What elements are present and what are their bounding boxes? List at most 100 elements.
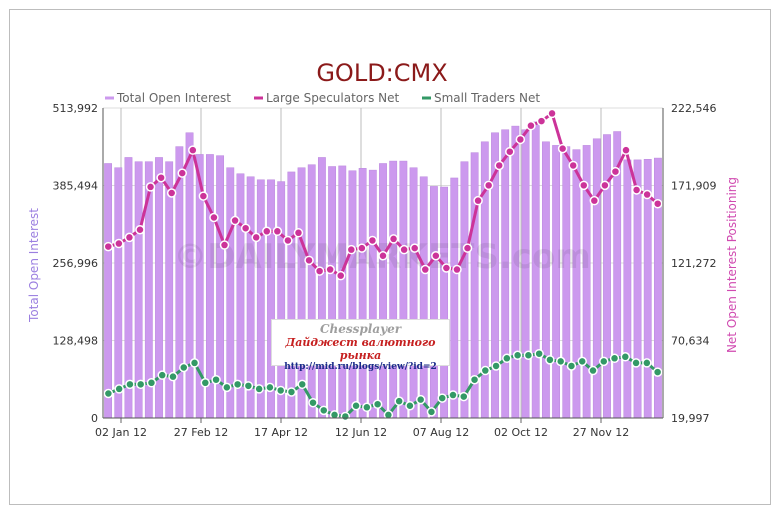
point-large-speculators: [610, 166, 621, 177]
point-large-speculators: [166, 188, 177, 198]
point-large-speculators: [462, 243, 473, 253]
point-small-traders: [125, 379, 135, 390]
point-small-traders: [491, 361, 501, 371]
chart-frame: GOLD:CMX Total Open Interest Large Specu…: [9, 9, 771, 505]
legend-label-small-traders[interactable]: Small Traders Net: [434, 91, 540, 105]
y-right-tick-label: 70,634: [671, 335, 710, 348]
point-large-speculators: [240, 223, 251, 233]
legend-label-total-open-interest[interactable]: Total Open Interest: [116, 91, 231, 105]
bar-total-open-interest: [592, 138, 601, 419]
point-large-speculators: [272, 226, 283, 237]
bars-layer: [104, 121, 662, 419]
point-small-traders: [512, 350, 523, 360]
y-left-tick-label: 385,494: [53, 180, 99, 193]
x-tick-label: 27 Nov 12: [573, 426, 629, 439]
point-small-traders: [415, 394, 426, 405]
point-large-speculators: [515, 134, 526, 145]
point-small-traders: [135, 379, 146, 390]
point-small-traders: [189, 358, 200, 368]
point-small-traders: [340, 411, 351, 422]
point-small-traders: [577, 356, 587, 367]
point-small-traders: [211, 374, 221, 385]
bar-total-open-interest: [358, 168, 367, 419]
point-large-speculators: [526, 120, 536, 131]
point-small-traders: [609, 353, 620, 364]
bar-total-open-interest: [389, 160, 398, 419]
point-small-traders: [588, 365, 598, 376]
point-large-speculators: [494, 160, 504, 171]
point-large-speculators: [367, 235, 378, 246]
chessplayer-badge[interactable]: Chessplayer Дайджест валютного рынка htt…: [271, 319, 450, 372]
bar-total-open-interest: [409, 167, 418, 419]
y-left-tick-label: 128,498: [53, 335, 99, 348]
bar-total-open-interest: [552, 145, 561, 419]
point-large-speculators: [505, 146, 515, 157]
point-large-speculators: [473, 195, 483, 206]
legend: Total Open Interest Large Speculators Ne…: [105, 91, 540, 105]
x-tick-label: 02 Oct 12: [494, 426, 548, 439]
point-large-speculators: [399, 244, 409, 255]
point-small-traders: [254, 384, 264, 394]
point-small-traders: [480, 365, 491, 376]
point-small-traders: [329, 410, 340, 420]
point-small-traders: [448, 390, 458, 400]
badge-title: Chessplayer: [319, 322, 402, 336]
bar-total-open-interest: [562, 146, 571, 419]
point-small-traders: [642, 358, 652, 368]
point-small-traders: [200, 378, 211, 388]
point-large-speculators: [219, 240, 230, 250]
point-small-traders: [297, 379, 307, 390]
point-small-traders: [459, 391, 469, 402]
point-small-traders: [265, 382, 275, 393]
axes: 0 128,498 256,996 385,494 513,992 19,997 70,63…: [53, 102, 717, 439]
point-large-speculators: [156, 172, 166, 183]
point-small-traders: [351, 401, 361, 411]
bar-total-open-interest: [124, 157, 133, 419]
point-small-traders: [286, 387, 297, 397]
bar-total-open-interest: [256, 179, 265, 419]
point-small-traders: [469, 374, 480, 385]
bar-total-open-interest: [429, 186, 438, 419]
point-large-speculators: [388, 234, 399, 244]
y-axis-right-title: Net Open Interest Positioning: [725, 177, 739, 353]
legend-label-large-speculators[interactable]: Large Speculators Net: [266, 91, 399, 105]
bar-total-open-interest: [572, 149, 581, 419]
point-large-speculators: [145, 182, 156, 192]
bar-total-open-interest: [379, 163, 387, 419]
bar-total-open-interest: [368, 169, 377, 419]
point-small-traders: [103, 388, 114, 399]
point-large-speculators: [536, 116, 547, 126]
point-large-speculators: [114, 238, 124, 249]
point-large-speculators: [314, 266, 325, 276]
point-small-traders: [362, 402, 372, 413]
point-small-traders: [222, 382, 232, 393]
point-small-traders: [275, 385, 286, 396]
point-small-traders: [114, 384, 124, 394]
point-large-speculators: [621, 145, 631, 155]
bar-total-open-interest: [134, 161, 143, 419]
point-large-speculators: [198, 191, 209, 201]
bar-total-open-interest: [633, 159, 642, 419]
point-large-speculators: [135, 224, 145, 235]
y-left-tick-label: 0: [91, 412, 98, 425]
point-small-traders: [179, 362, 189, 373]
point-small-traders: [146, 378, 157, 388]
x-tick-label: 07 Aug 12: [413, 426, 469, 439]
y-left-tick-label: 513,992: [53, 102, 99, 115]
badge-url[interactable]: http://mid.ru/blogs/view/?id=2: [284, 362, 437, 372]
point-small-traders: [620, 352, 631, 362]
point-large-speculators: [293, 228, 304, 238]
point-large-speculators: [283, 235, 293, 246]
bar-total-open-interest: [623, 159, 632, 419]
point-small-traders: [555, 356, 566, 367]
point-small-traders: [566, 361, 577, 371]
point-small-traders: [157, 370, 167, 380]
point-small-traders: [631, 358, 641, 368]
bar-total-open-interest: [226, 167, 235, 419]
point-large-speculators: [568, 160, 578, 171]
point-large-speculators: [325, 264, 335, 275]
point-small-traders: [168, 371, 178, 382]
bar-total-open-interest: [450, 177, 459, 419]
x-tick-label: 17 Apr 12: [254, 426, 308, 439]
point-large-speculators: [589, 195, 600, 206]
